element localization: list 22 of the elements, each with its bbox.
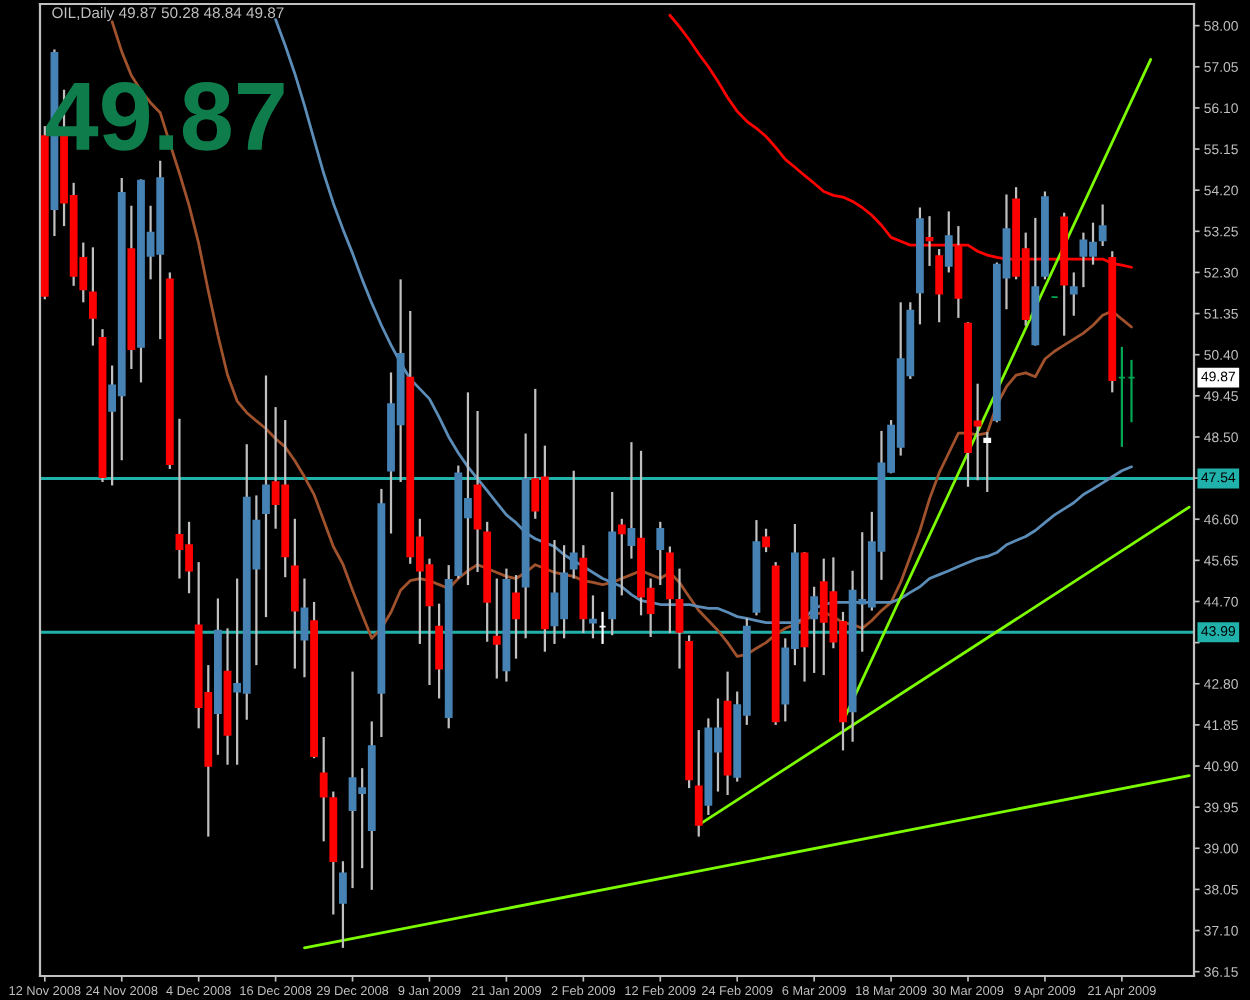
candlestick [1069, 271, 1078, 317]
candlestick [569, 469, 578, 580]
candlestick [627, 441, 636, 560]
candlestick [617, 517, 626, 597]
candlestick [435, 602, 444, 700]
candlestick [694, 728, 703, 838]
candlestick [762, 527, 770, 554]
candlestick [290, 517, 299, 670]
candlestick [675, 567, 684, 670]
candlestick [473, 409, 482, 574]
candlestick [88, 246, 97, 347]
candlestick [1098, 203, 1107, 248]
candlestick [262, 374, 270, 619]
candlestick [589, 594, 597, 640]
candlestick [339, 860, 347, 949]
candlestick [665, 545, 674, 635]
candlestick [810, 585, 819, 675]
candlestick [983, 431, 992, 494]
candlestick [512, 573, 520, 660]
candlestick [656, 520, 665, 587]
candlestick [944, 210, 953, 274]
candlestick [492, 577, 501, 680]
